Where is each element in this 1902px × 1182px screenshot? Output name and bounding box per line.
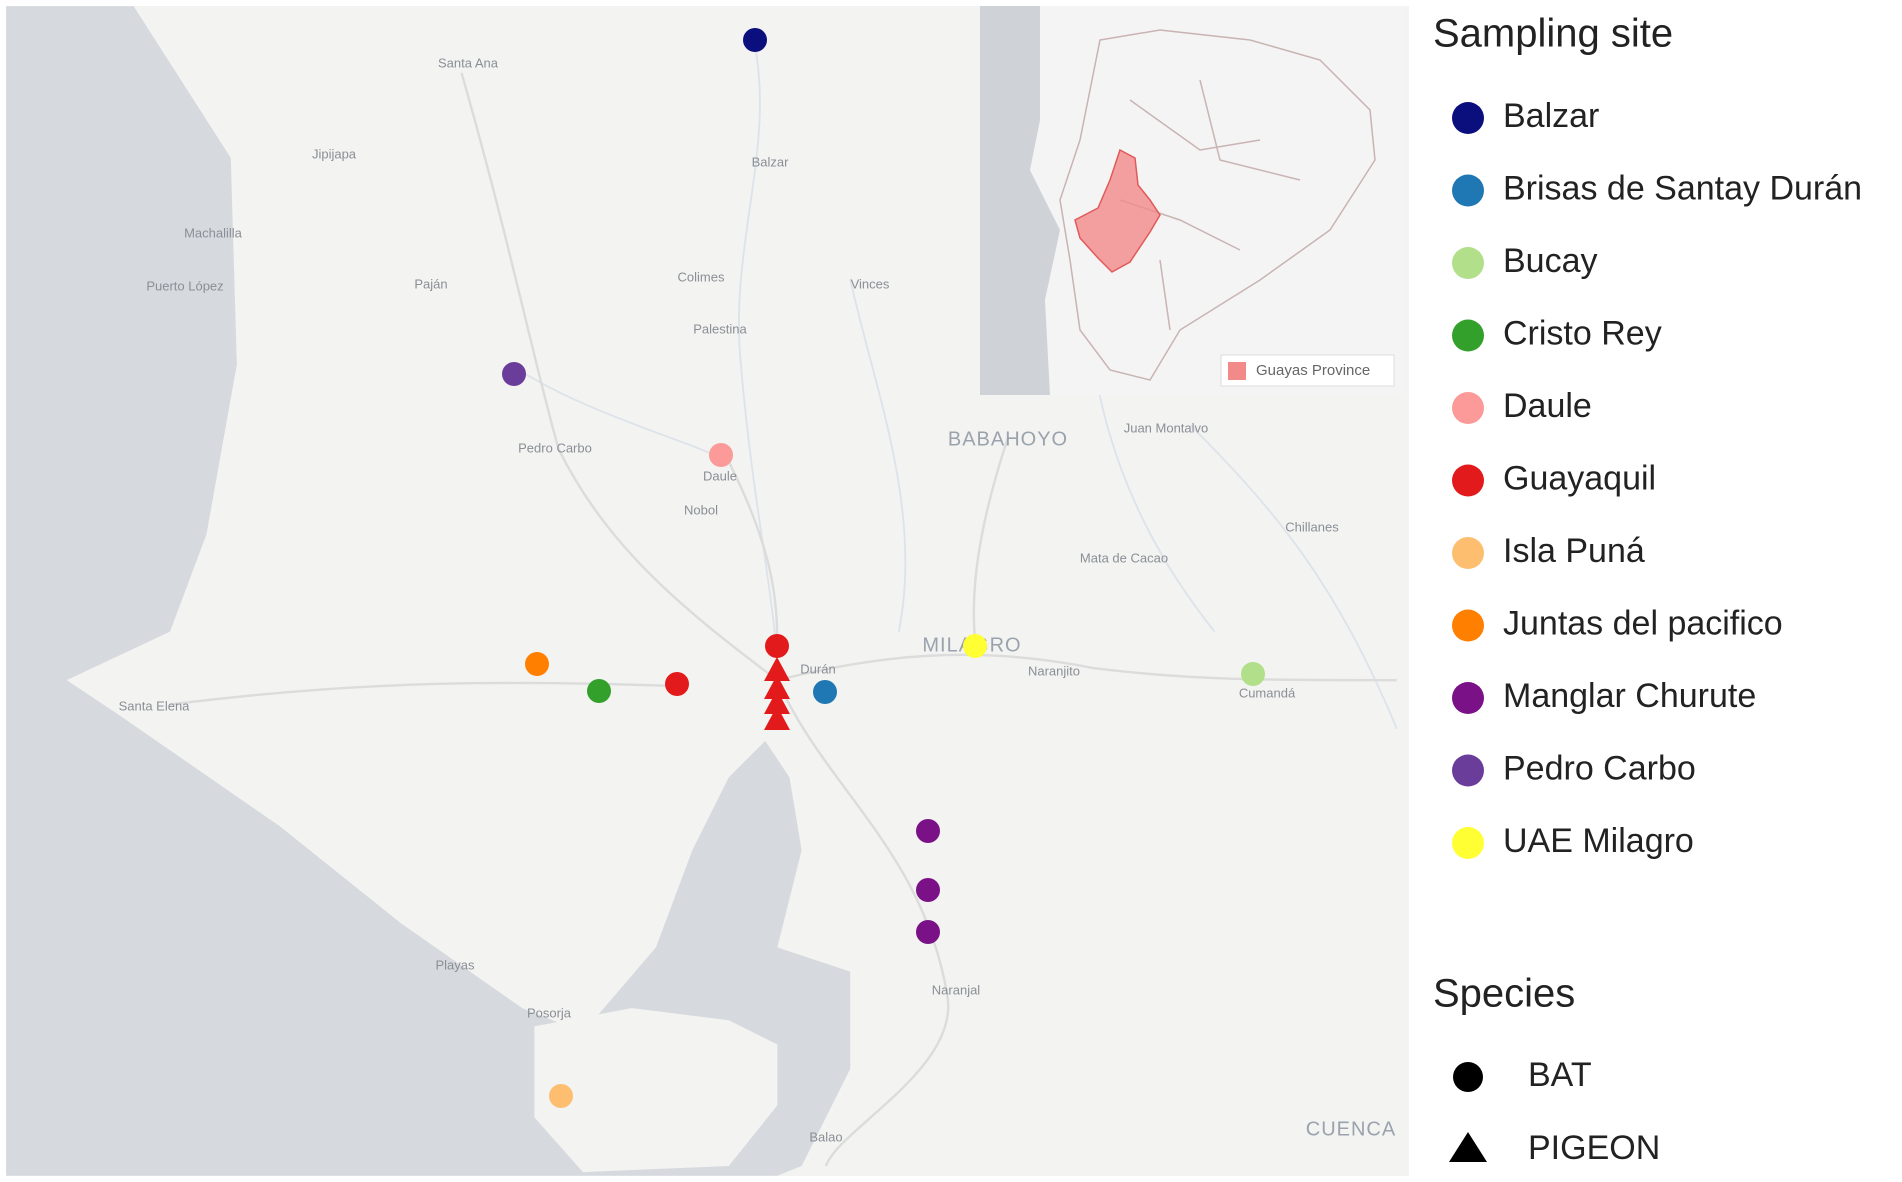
place-label: Juan Montalvo: [1124, 420, 1209, 435]
puna-island: [534, 1008, 778, 1173]
bat-point: [813, 680, 837, 704]
place-label: Paján: [414, 276, 447, 291]
legend-swatch: [1452, 537, 1484, 569]
place-label: Vinces: [851, 276, 890, 291]
inset-land: [980, 6, 1403, 395]
legend-swatch: [1452, 609, 1484, 642]
bat-point: [765, 634, 789, 658]
legend-swatch: [1452, 247, 1484, 279]
place-label: Naranjal: [932, 982, 981, 997]
pigeon-symbol: [1449, 1132, 1487, 1162]
legend-swatch: [1452, 682, 1484, 714]
sea: [6, 6, 851, 1176]
legend: Sampling site Species BAT PIGEON Balzar B…: [1433, 12, 1862, 1167]
pigeon-point: [764, 675, 790, 699]
pigeon-point: [764, 657, 790, 681]
legend-swatch: [1452, 174, 1484, 207]
place-label: Nobol: [684, 502, 718, 517]
place-label: Machalilla: [184, 225, 243, 240]
bat-point: [743, 28, 767, 52]
legend-swatch: [1452, 827, 1484, 859]
bat-point: [916, 878, 940, 902]
legend-label: Juntas del pacifico: [1503, 604, 1783, 642]
bat-point: [1241, 662, 1265, 686]
bat-point: [709, 443, 733, 467]
bat-point: [587, 679, 611, 703]
legend-swatch: [1452, 754, 1484, 787]
place-label: Pedro Carbo: [518, 440, 592, 455]
place-label: Palestina: [693, 321, 747, 336]
legend-label: Pedro Carbo: [1503, 749, 1696, 787]
legend-label: Cristo Rey: [1503, 314, 1662, 352]
inset-borders: [1059, 29, 1376, 381]
inset-legend-box: [1220, 354, 1395, 387]
legend-label: Daule: [1503, 387, 1592, 425]
place-label: Puerto López: [146, 278, 223, 293]
inset-map: Guayas Province: [980, 6, 1403, 395]
bat-point: [963, 634, 987, 658]
legend-label: Bucay: [1503, 242, 1598, 280]
place-label: Santa Elena: [119, 698, 191, 713]
place-label: Cumandá: [1239, 685, 1296, 700]
pigeon-point: [764, 690, 790, 714]
place-label: BABAHOYO: [948, 428, 1068, 450]
legend-title: Sampling site: [1433, 12, 1673, 56]
guayas-province: [1074, 148, 1161, 273]
bat-point: [549, 1084, 573, 1108]
legend-label: UAE Milagro: [1503, 822, 1694, 860]
legend-label: Balzar: [1503, 97, 1599, 135]
bat-point: [916, 819, 940, 843]
legend-label: Brisas de Santay Durán: [1503, 169, 1862, 207]
pigeon-point: [764, 706, 790, 730]
inset-legend-label: Guayas Province: [1256, 362, 1370, 379]
river: [509, 36, 1398, 730]
place-label: Balao: [809, 1129, 842, 1144]
place-label: Colimes: [678, 269, 725, 284]
road: [169, 72, 1397, 1167]
place-label: Balzar: [752, 154, 790, 169]
place-label: Daule: [703, 468, 737, 483]
legend-label: Guayaquil: [1503, 459, 1656, 497]
place-label: Mata de Cacao: [1080, 550, 1168, 565]
bat-point: [525, 652, 549, 676]
place-label: Playas: [435, 957, 475, 972]
legend-swatch: [1452, 319, 1484, 352]
inset-legend-swatch: [1228, 362, 1246, 380]
place-label: Naranjito: [1028, 663, 1080, 678]
place-label: Posorja: [527, 1005, 572, 1020]
legend-swatch: [1452, 392, 1484, 424]
place-label: Durán: [800, 661, 835, 676]
legend-swatch: [1452, 102, 1484, 134]
legend-label: BAT: [1528, 1056, 1592, 1094]
bat-symbol: [1453, 1062, 1483, 1092]
legend-label: PIGEON: [1528, 1129, 1660, 1167]
bat-point: [916, 920, 940, 944]
place-label: CUENCA: [1306, 1118, 1396, 1140]
place-label: Jipijapa: [312, 146, 357, 161]
legend-label: Isla Puná: [1503, 532, 1645, 570]
legend-swatch: [1452, 464, 1484, 497]
legend-title: Species: [1433, 972, 1575, 1016]
place-label: Chillanes: [1285, 519, 1339, 534]
place-label: Santa Ana: [438, 55, 499, 70]
inset-sea: [980, 6, 1060, 395]
bat-point: [502, 362, 526, 386]
sampling-points: [502, 28, 1265, 1108]
legend-label: Manglar Churute: [1503, 677, 1756, 715]
bat-point: [665, 672, 689, 696]
